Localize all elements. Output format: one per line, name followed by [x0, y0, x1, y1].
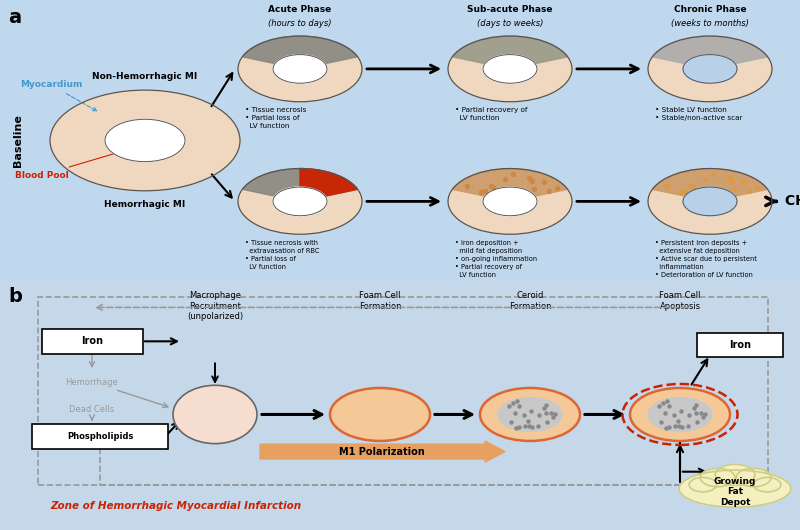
- Circle shape: [700, 469, 735, 487]
- Circle shape: [273, 187, 327, 216]
- Text: b: b: [8, 287, 22, 306]
- Text: • Stable LV function
• Stable/non-active scar: • Stable LV function • Stable/non-active…: [655, 107, 742, 121]
- Text: Lipid
Peroxidation: Lipid Peroxidation: [180, 409, 232, 428]
- Text: Acute Phase: Acute Phase: [268, 5, 332, 14]
- Circle shape: [273, 55, 327, 83]
- FancyBboxPatch shape: [42, 329, 143, 354]
- Text: Hemorrhage: Hemorrhage: [66, 378, 118, 387]
- Circle shape: [736, 469, 771, 487]
- Ellipse shape: [630, 388, 730, 441]
- Polygon shape: [452, 36, 568, 69]
- Polygon shape: [242, 36, 358, 69]
- Text: Foam Cell
Apoptosis: Foam Cell Apoptosis: [659, 292, 701, 311]
- Text: (hours to days): (hours to days): [268, 19, 332, 28]
- Text: Myocardium: Myocardium: [20, 81, 97, 111]
- Text: Hemorrhagic MI: Hemorrhagic MI: [104, 200, 186, 209]
- Ellipse shape: [679, 470, 791, 507]
- Text: Blood Pool: Blood Pool: [15, 144, 146, 180]
- Text: Foam Cell
Formation: Foam Cell Formation: [358, 292, 402, 311]
- Ellipse shape: [648, 398, 712, 431]
- Circle shape: [483, 187, 537, 216]
- Text: Dead Cells: Dead Cells: [70, 405, 114, 413]
- Circle shape: [683, 55, 737, 83]
- FancyBboxPatch shape: [32, 424, 168, 449]
- Circle shape: [689, 478, 717, 492]
- Text: Sub-acute Phase: Sub-acute Phase: [467, 5, 553, 14]
- Text: • Persistent iron deposits +
  extensive fat deposition
• Active scar due to per: • Persistent iron deposits + extensive f…: [655, 240, 757, 278]
- Text: Chronic Phase: Chronic Phase: [674, 5, 746, 14]
- Text: Iron: Iron: [82, 337, 103, 346]
- Circle shape: [238, 169, 362, 234]
- Text: Macrophage
Recruitment
(unpolarized): Macrophage Recruitment (unpolarized): [187, 292, 243, 321]
- Polygon shape: [452, 169, 568, 201]
- Ellipse shape: [480, 388, 580, 441]
- Circle shape: [483, 55, 537, 83]
- Text: Ceroid
Formation: Ceroid Formation: [509, 292, 551, 311]
- Circle shape: [683, 187, 737, 216]
- Circle shape: [683, 187, 737, 216]
- Ellipse shape: [498, 398, 562, 431]
- Circle shape: [648, 36, 772, 102]
- Text: Zone of Hemorrhagic Myocardial Infarction: Zone of Hemorrhagic Myocardial Infarctio…: [50, 501, 301, 511]
- Text: Iron: Iron: [729, 340, 751, 350]
- Text: M1 Polarization: M1 Polarization: [339, 447, 425, 456]
- Circle shape: [273, 55, 327, 83]
- Circle shape: [50, 90, 240, 191]
- FancyBboxPatch shape: [697, 333, 783, 357]
- Text: Phospholipids: Phospholipids: [67, 432, 133, 441]
- Circle shape: [238, 36, 362, 102]
- Text: • Partial recovery of
  LV function: • Partial recovery of LV function: [455, 107, 527, 121]
- Ellipse shape: [330, 388, 430, 441]
- Ellipse shape: [173, 385, 257, 444]
- Circle shape: [754, 478, 781, 492]
- Text: • Tissue necrosis
• Partial loss of
  LV function: • Tissue necrosis • Partial loss of LV f…: [245, 107, 306, 129]
- Circle shape: [105, 119, 185, 162]
- Circle shape: [273, 187, 327, 216]
- Text: Growing
Fat
Depot: Growing Fat Depot: [714, 477, 756, 507]
- Text: Baseline: Baseline: [13, 114, 23, 167]
- Polygon shape: [652, 36, 768, 69]
- Circle shape: [683, 55, 737, 83]
- Circle shape: [715, 464, 755, 485]
- Text: a: a: [8, 8, 21, 27]
- Circle shape: [483, 55, 537, 83]
- Text: Non-Hemorrhagic MI: Non-Hemorrhagic MI: [92, 72, 198, 81]
- Text: (days to weeks): (days to weeks): [477, 19, 543, 28]
- Circle shape: [273, 187, 327, 216]
- Text: • Tissue necrosis with
  extravasation of RBC
• Partial loss of
  LV function: • Tissue necrosis with extravasation of …: [245, 240, 319, 270]
- Text: • Iron deposition +
  mild fat deposition
• on-going inflammation
• Partial reco: • Iron deposition + mild fat deposition …: [455, 240, 537, 278]
- FancyArrow shape: [260, 441, 505, 462]
- Polygon shape: [300, 169, 358, 201]
- Circle shape: [448, 169, 572, 234]
- Text: CHF: CHF: [780, 195, 800, 208]
- Circle shape: [448, 36, 572, 102]
- Text: (weeks to months): (weeks to months): [671, 19, 749, 28]
- Polygon shape: [652, 169, 768, 201]
- Polygon shape: [242, 169, 358, 201]
- Circle shape: [483, 187, 537, 216]
- Circle shape: [648, 169, 772, 234]
